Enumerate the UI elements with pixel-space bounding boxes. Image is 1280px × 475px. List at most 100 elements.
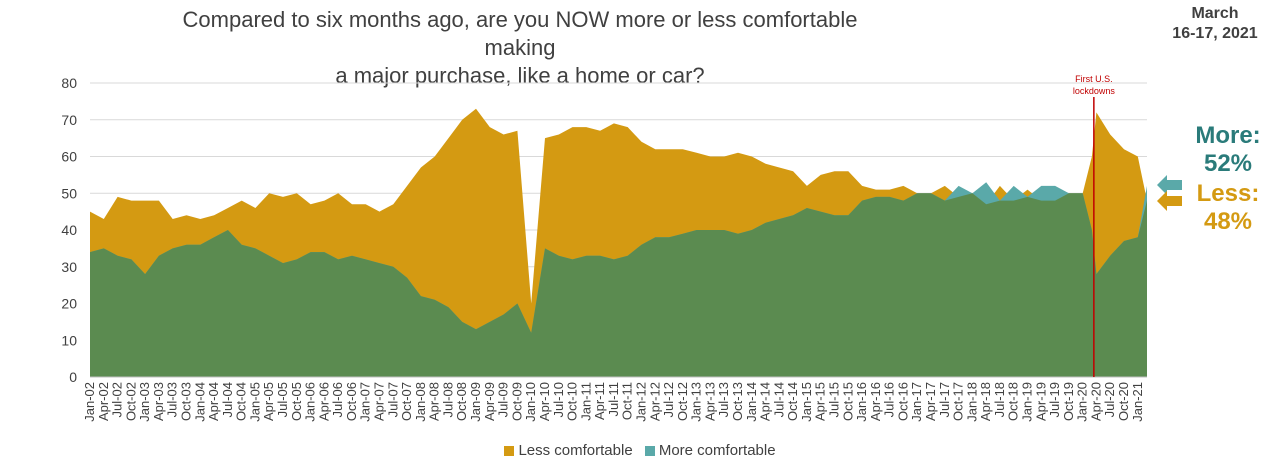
x-tick-label: Jul-02 <box>110 382 125 417</box>
x-tick-label: Jul-20 <box>1102 382 1117 417</box>
legend-swatch-less <box>504 446 515 457</box>
x-tick-label: Jan-02 <box>82 382 97 422</box>
x-tick-label: Jan-05 <box>247 382 262 422</box>
x-tick-label: Apr-06 <box>316 382 331 421</box>
x-tick-label: Jul-17 <box>937 382 952 417</box>
x-tick-label: Jul-07 <box>385 382 400 417</box>
legend-item-less: Less comfortable <box>504 442 633 459</box>
x-tick-label: Jan-21 <box>1130 382 1145 422</box>
x-tick-label: Jul-15 <box>827 382 842 417</box>
x-tick-label: Oct-17 <box>951 382 966 421</box>
x-tick-label: Jan-15 <box>799 382 814 422</box>
x-tick-label: Apr-17 <box>923 382 938 421</box>
x-tick-label: Apr-20 <box>1088 382 1103 421</box>
x-tick-label: Oct-14 <box>785 382 800 421</box>
x-tick-label: Jul-10 <box>551 382 566 417</box>
x-tick-label: Jan-06 <box>303 382 318 422</box>
x-tick-label: Oct-09 <box>509 382 524 421</box>
x-tick-label: Jul-19 <box>1047 382 1062 417</box>
chart-title-line-2: a major purchase, like a home or car? <box>335 63 705 88</box>
x-tick-label: Apr-04 <box>206 382 221 421</box>
x-tick-label: Oct-10 <box>565 382 580 421</box>
survey-date-line-1: March <box>1191 5 1239 22</box>
survey-date: March 16-17, 2021 <box>1150 4 1280 44</box>
x-tick-label: Jul-05 <box>275 382 290 417</box>
y-tick-label: 40 <box>61 222 77 238</box>
x-tick-label: Jul-03 <box>165 382 180 417</box>
legend-label-more: More comfortable <box>658 442 776 459</box>
x-tick-label: Oct-15 <box>840 382 855 421</box>
x-tick-label: Jul-04 <box>220 382 235 417</box>
less-comfortable-callout: Less: 48% <box>1182 180 1274 236</box>
x-tick-label: Oct-13 <box>730 382 745 421</box>
x-tick-label: Jan-07 <box>358 382 373 422</box>
x-tick-label: Apr-18 <box>978 382 993 421</box>
less-arrow-icon <box>1157 191 1182 211</box>
y-tick-label: 60 <box>61 149 77 165</box>
x-tick-label: Oct-20 <box>1116 382 1131 421</box>
x-tick-label: Jan-03 <box>137 382 152 422</box>
x-tick-label: Apr-14 <box>758 382 773 421</box>
x-tick-label: Jan-13 <box>689 382 704 422</box>
x-tick-label: Jul-08 <box>441 382 456 417</box>
chart-legend: Less comfortable More comfortable <box>0 442 1280 459</box>
x-tick-label: Oct-16 <box>895 382 910 421</box>
x-tick-label: Jan-08 <box>413 382 428 422</box>
x-tick-label: Jan-09 <box>468 382 483 422</box>
x-tick-label: Jan-19 <box>1020 382 1035 422</box>
legend-item-more: More comfortable <box>644 442 776 459</box>
chart-title: Compared to six months ago, are you NOW … <box>150 6 890 90</box>
survey-date-line-2: 16-17, 2021 <box>1172 25 1258 42</box>
more-arrow-icon <box>1157 175 1182 195</box>
more-callout-label: More: <box>1195 122 1261 149</box>
x-tick-label: Apr-07 <box>372 382 387 421</box>
y-tick-label: 80 <box>61 75 77 91</box>
x-tick-label: Jan-18 <box>964 382 979 422</box>
y-tick-label: 10 <box>61 332 77 348</box>
x-tick-label: Apr-15 <box>813 382 828 421</box>
more-comfortable-callout: More: 52% <box>1182 122 1274 178</box>
x-tick-label: Apr-13 <box>702 382 717 421</box>
legend-swatch-more <box>644 446 655 457</box>
x-tick-label: Jul-13 <box>716 382 731 417</box>
lockdown-label-line-2: lockdowns <box>1073 86 1116 96</box>
x-tick-label: Jan-20 <box>1075 382 1090 422</box>
more-callout-value: 52% <box>1203 150 1253 177</box>
x-tick-label: Jul-11 <box>606 382 621 416</box>
x-tick-label: Jul-14 <box>771 382 786 417</box>
x-tick-label: Jul-18 <box>992 382 1007 417</box>
x-tick-label: Jan-17 <box>909 382 924 422</box>
x-tick-label: Oct-05 <box>289 382 304 421</box>
x-tick-label: Jan-10 <box>523 382 538 422</box>
x-tick-label: Apr-12 <box>647 382 662 421</box>
x-tick-label: Jul-06 <box>330 382 345 417</box>
x-tick-label: Apr-03 <box>151 382 166 421</box>
x-tick-label: Jul-09 <box>496 382 511 417</box>
x-tick-label: Jan-16 <box>854 382 869 422</box>
lockdown-label-line-1: First U.S. <box>1075 74 1113 84</box>
x-tick-label: Apr-10 <box>537 382 552 421</box>
y-tick-label: 0 <box>69 369 77 385</box>
x-tick-label: Jan-12 <box>634 382 649 422</box>
x-tick-label: Oct-12 <box>675 382 690 421</box>
y-tick-label: 70 <box>61 112 77 128</box>
x-tick-label: Apr-09 <box>482 382 497 421</box>
y-tick-label: 50 <box>61 185 77 201</box>
less-callout-value: 48% <box>1203 208 1253 235</box>
x-tick-label: Apr-05 <box>261 382 276 421</box>
x-tick-label: Oct-07 <box>399 382 414 421</box>
x-tick-label: Apr-08 <box>427 382 442 421</box>
less-callout-label: Less: <box>1196 180 1260 207</box>
x-tick-label: Apr-16 <box>868 382 883 421</box>
x-tick-label: Oct-18 <box>1006 382 1021 421</box>
x-tick-label: Oct-04 <box>234 382 249 421</box>
x-tick-label: Oct-06 <box>344 382 359 421</box>
chart-title-line-1: Compared to six months ago, are you NOW … <box>182 7 858 60</box>
overlap-area <box>90 193 1147 377</box>
x-tick-label: Jul-16 <box>882 382 897 417</box>
x-tick-label: Jul-12 <box>661 382 676 417</box>
x-tick-label: Oct-08 <box>454 382 469 421</box>
x-tick-label: Oct-03 <box>179 382 194 421</box>
x-tick-label: Jan-11 <box>578 382 593 421</box>
